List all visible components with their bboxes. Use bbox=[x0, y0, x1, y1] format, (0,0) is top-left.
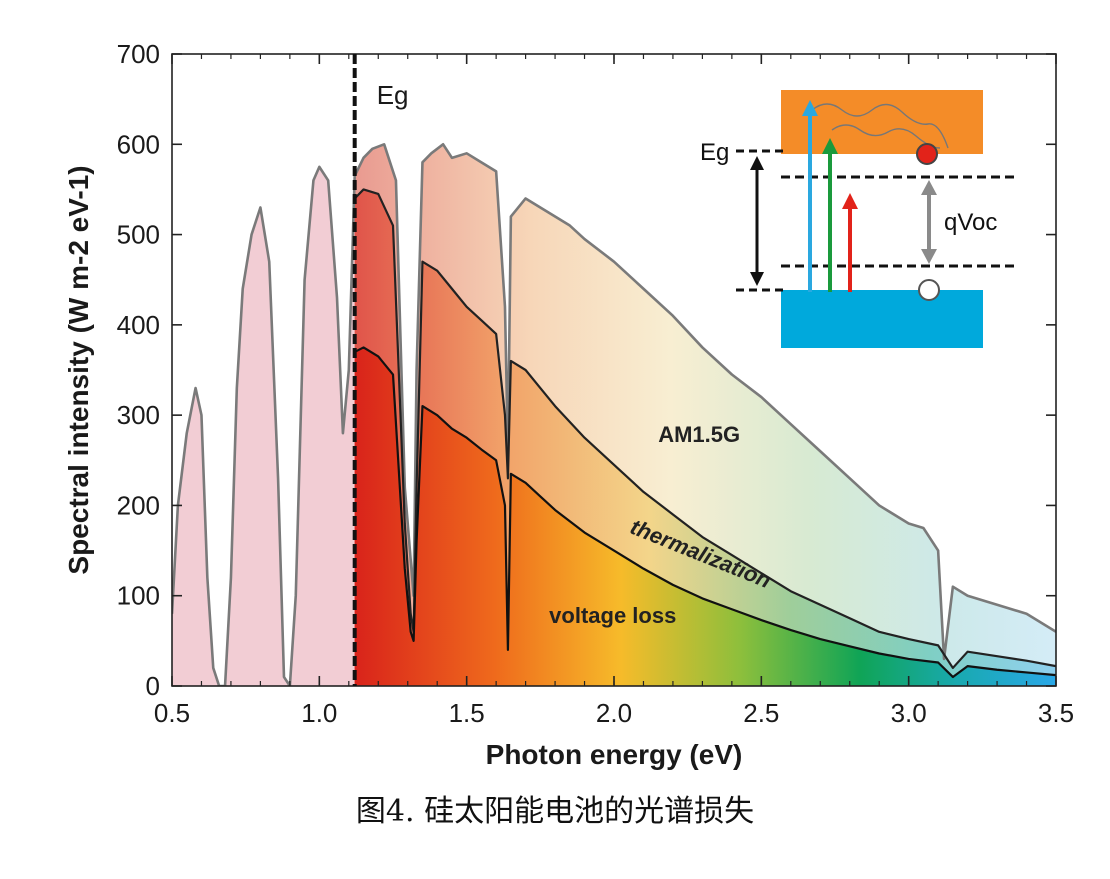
x-tick-label: 3.0 bbox=[891, 698, 927, 728]
series-line-am1-5g bbox=[172, 142, 1056, 686]
x-axis-title: Photon energy (eV) bbox=[486, 739, 743, 770]
bandgap-label: Eg bbox=[377, 80, 409, 110]
y-axis-title: Spectral intensity (W m-2 eV-1) bbox=[63, 165, 94, 574]
y-tick-label: 600 bbox=[117, 129, 160, 159]
inset-voc-label: qVoc bbox=[944, 209, 997, 236]
sub-bandgap-area bbox=[172, 166, 355, 686]
voc-double-arrow bbox=[921, 180, 937, 264]
x-tick-label: 0.5 bbox=[154, 698, 190, 728]
annotation-voltage-loss: voltage loss bbox=[549, 603, 676, 628]
hole bbox=[918, 279, 940, 301]
spectral-chart: 0.5 1.0 1.5 2.0 2.5 3.0 3.5 0 100 200 300 400 500 600… bbox=[63, 39, 1074, 770]
red-photon-arrow bbox=[842, 193, 858, 292]
inset-eg-main: Eg bbox=[700, 139, 729, 166]
annotation-am1-5g: AM1.5G bbox=[658, 422, 740, 447]
valence-band bbox=[781, 290, 983, 348]
green-photon-arrow bbox=[822, 138, 838, 292]
hot-carrier-path-2 bbox=[831, 124, 941, 149]
electron bbox=[916, 143, 938, 165]
eg-double-arrow bbox=[750, 156, 764, 286]
series-line-voltage-loss bbox=[354, 346, 1056, 679]
y-tick-label: 0 bbox=[146, 671, 160, 701]
y-tick-label: 200 bbox=[117, 490, 160, 520]
y-tick-label: 300 bbox=[117, 400, 160, 430]
x-tick-label: 1.0 bbox=[301, 698, 337, 728]
x-tick-label: 2.0 bbox=[596, 698, 632, 728]
y-tick-label: 400 bbox=[117, 310, 160, 340]
hot-carrier-path bbox=[811, 103, 949, 149]
x-tick-label: 2.5 bbox=[743, 698, 779, 728]
inset-eg-label: Eg bbox=[700, 139, 729, 166]
y-tick-label: 100 bbox=[117, 581, 160, 611]
y-tick-label: 500 bbox=[117, 220, 160, 250]
voltage-loss-area bbox=[354, 347, 1056, 686]
figure-caption: 图4. 硅太阳能电池的光谱损失 bbox=[355, 794, 755, 829]
conduction-band bbox=[781, 90, 983, 154]
y-tick-label: 700 bbox=[117, 39, 160, 69]
x-tick-label: 3.5 bbox=[1038, 698, 1074, 728]
x-tick-label: 1.5 bbox=[449, 698, 485, 728]
blue-photon-arrow bbox=[802, 100, 818, 292]
band-diagram-inset: Eg qVoc bbox=[700, 90, 1015, 348]
